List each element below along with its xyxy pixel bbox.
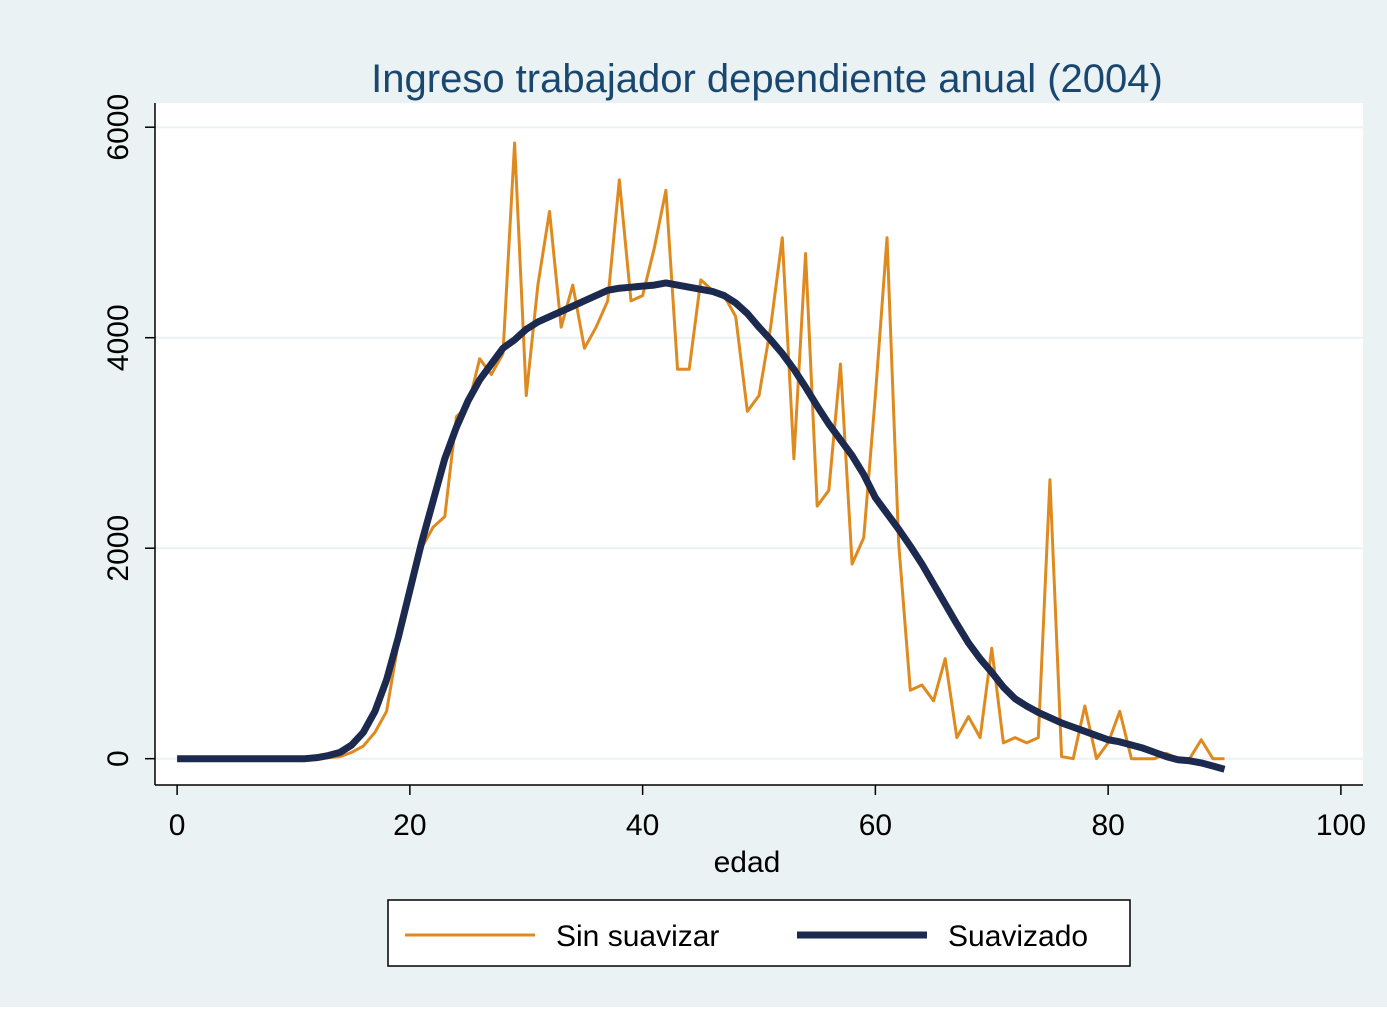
data-line bbox=[177, 279, 1226, 773]
data-line bbox=[177, 141, 1225, 761]
x-axis-label: edad bbox=[714, 846, 781, 879]
legend-label: Suavizado bbox=[948, 920, 1088, 953]
plot-area bbox=[155, 103, 1363, 785]
x-tick-label: 80 bbox=[1091, 809, 1124, 842]
legend-box bbox=[387, 899, 1131, 967]
chart-title: Ingreso trabajador dependiente anual (20… bbox=[371, 57, 1163, 101]
x-tick-label: 60 bbox=[859, 809, 892, 842]
y-tick-label: 2000 bbox=[102, 515, 135, 582]
y-tick-label: 4000 bbox=[102, 304, 135, 371]
x-tick-label: 20 bbox=[393, 809, 426, 842]
x-tick-label: 100 bbox=[1316, 809, 1366, 842]
y-tick-label: 6000 bbox=[102, 94, 135, 161]
x-tick-label: 40 bbox=[626, 809, 659, 842]
y-tick-label: 0 bbox=[102, 750, 135, 767]
legend: Sin suavizar Suavizado bbox=[387, 899, 1131, 967]
x-tick-label: 0 bbox=[169, 809, 186, 842]
legend-label: Sin suavizar bbox=[556, 920, 719, 953]
